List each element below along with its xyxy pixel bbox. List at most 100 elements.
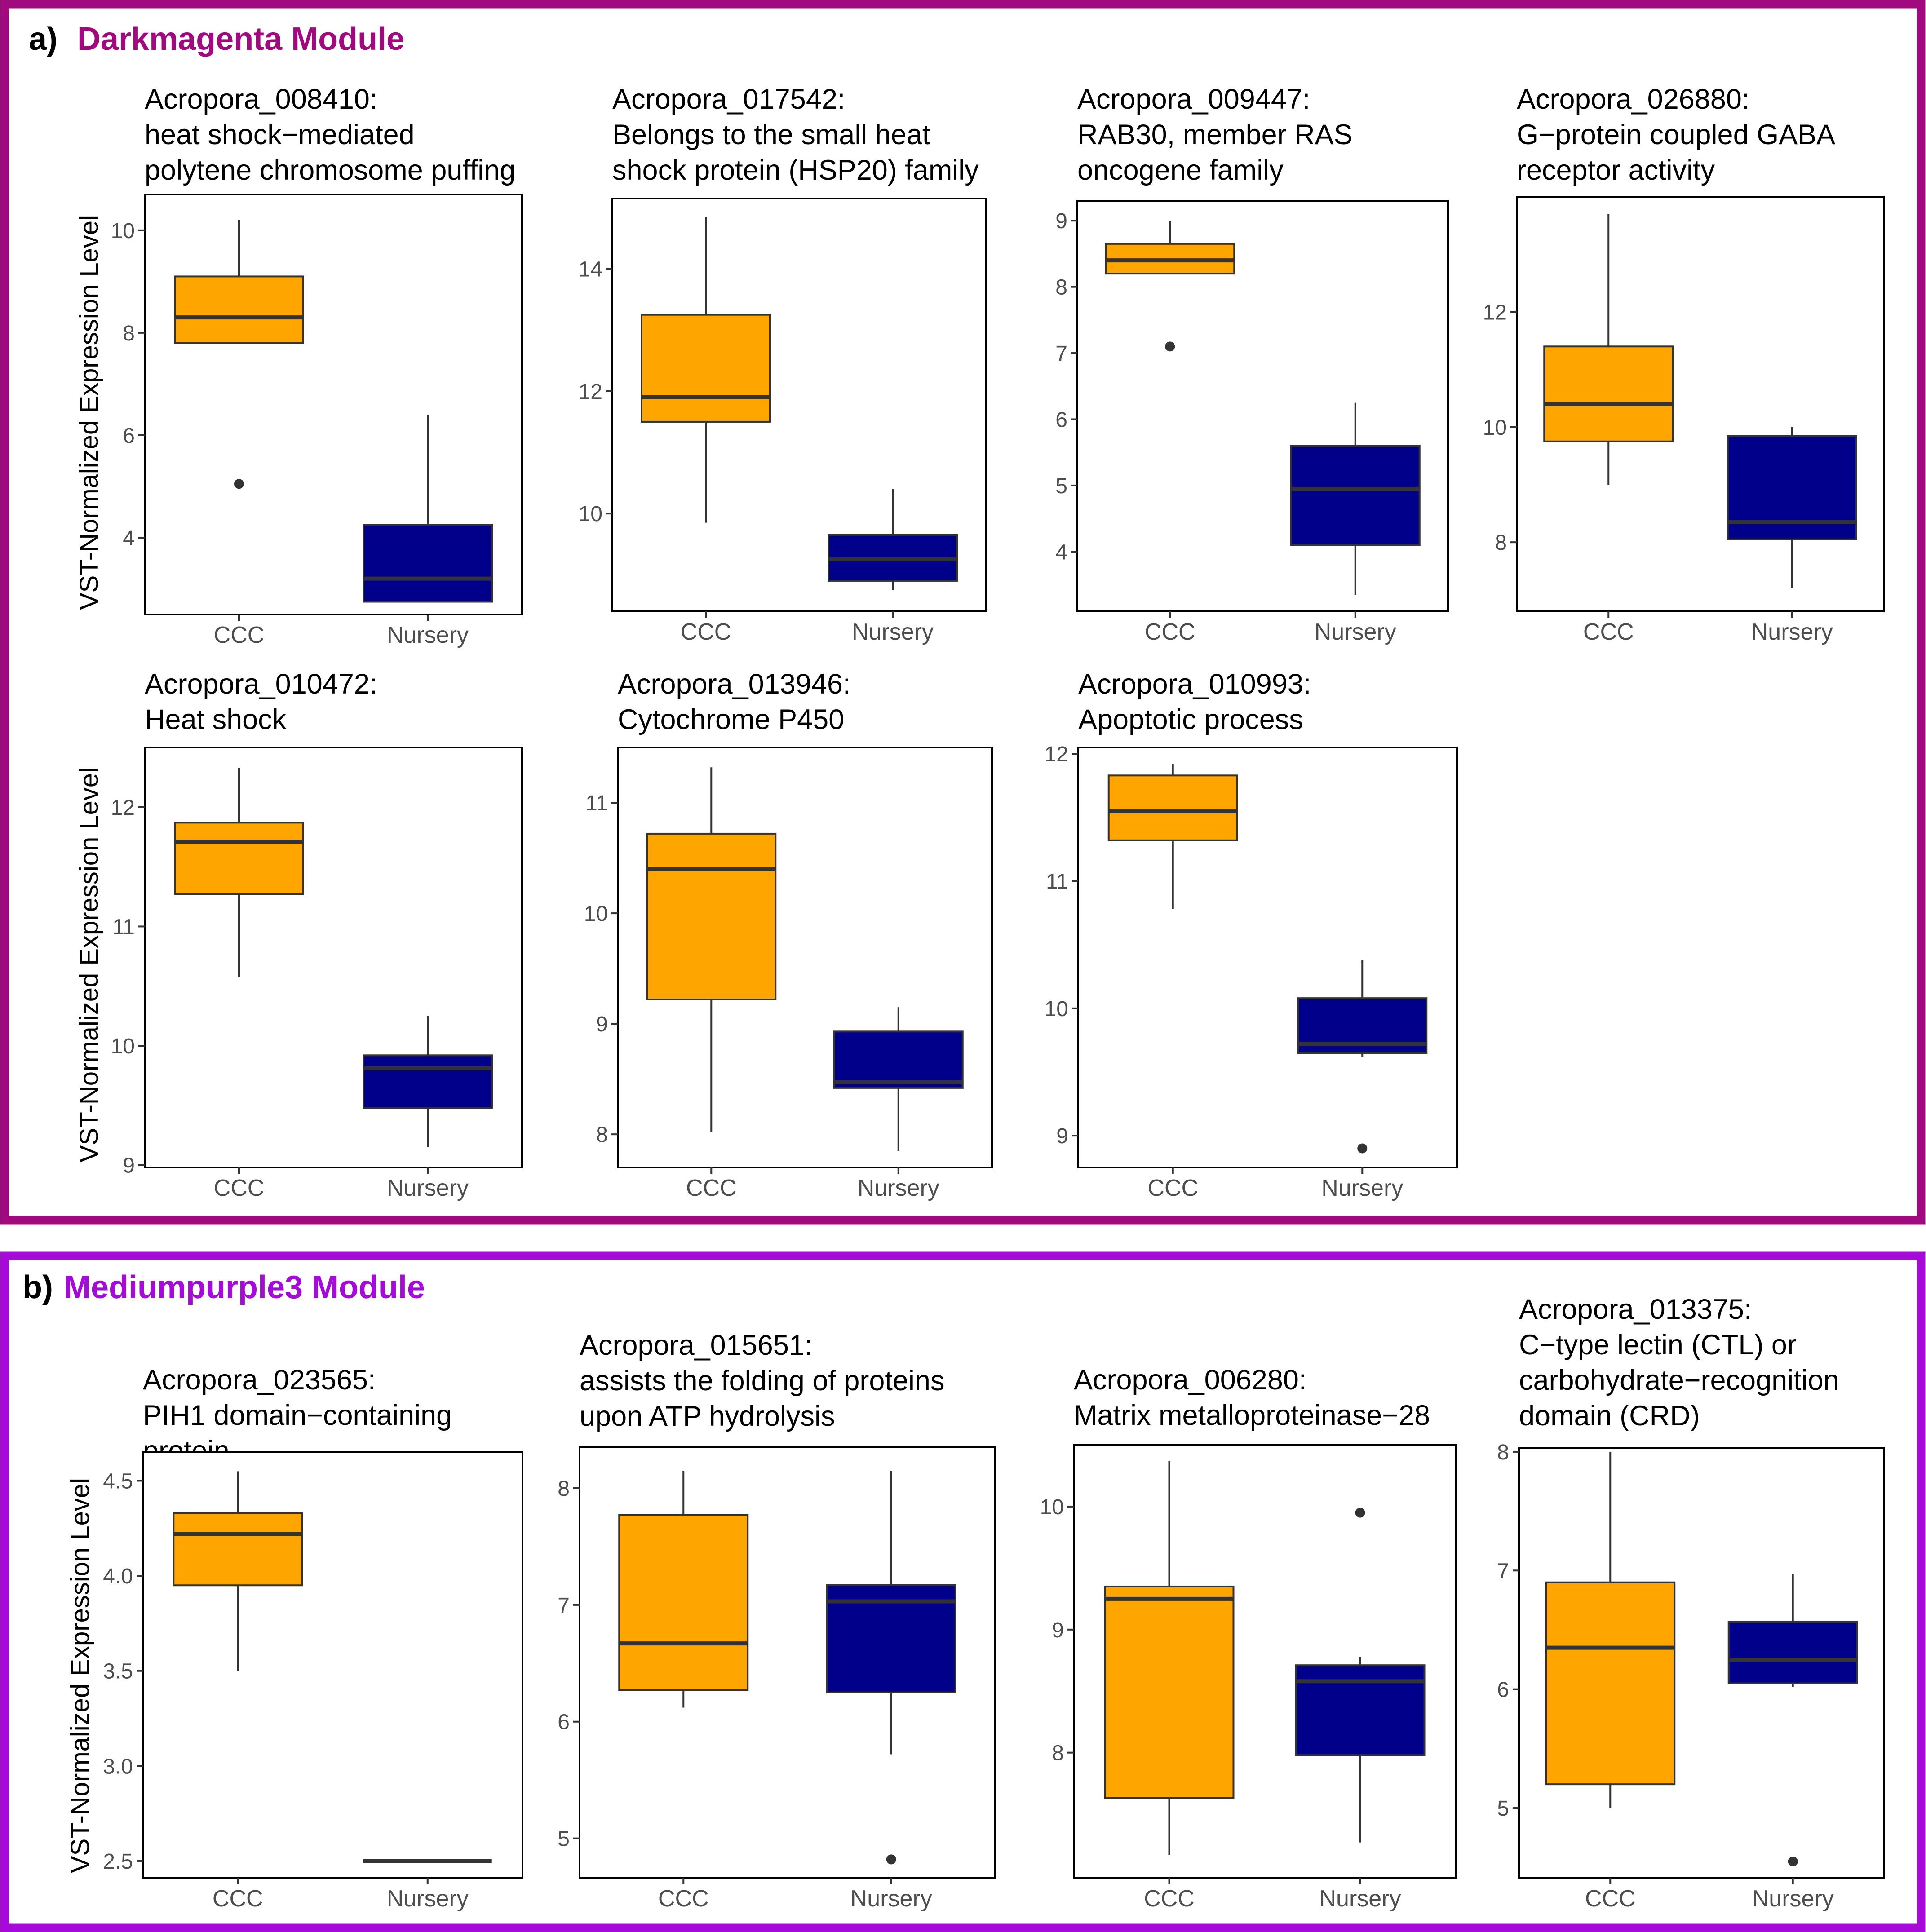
outlier-point [1357, 1143, 1368, 1154]
y-tick-label: 7 [558, 1594, 570, 1618]
x-tick-label: Nursery [387, 1175, 469, 1201]
outlier-point [1355, 1508, 1365, 1518]
plot-title-line: RAB30, member RAS [1077, 119, 1353, 150]
y-tick-label: 9 [1056, 1124, 1068, 1148]
iqr-box [174, 822, 304, 895]
plot-title-line: Acropora_009447: [1077, 84, 1310, 115]
plot-title-line: Belongs to the small heat [612, 119, 930, 150]
x-tick-label: Nursery [850, 1886, 932, 1912]
panel-b: b) Mediumpurple3 Module [0, 1251, 1926, 1932]
panel-a-label: a) [29, 21, 58, 57]
box-ccc [1107, 764, 1238, 909]
x-tick-label: CCC [1585, 1886, 1636, 1912]
box-nursery [363, 415, 493, 603]
row2-ylabel: VST-Normalized Expression Level [75, 767, 104, 1163]
y-tick-label: 9 [596, 1012, 608, 1036]
iqr-box [173, 1512, 303, 1587]
iqr-box [1290, 445, 1421, 546]
x-tick-label: CCC [1144, 1886, 1195, 1912]
y-tick-label: 8 [1497, 1441, 1509, 1464]
y-tick-label: 12 [1045, 743, 1068, 766]
y-tick-label: 8 [123, 322, 135, 345]
plot-title-line: assists the folding of proteins [580, 1365, 944, 1397]
iqr-box [641, 314, 771, 423]
iqr-box [1727, 1620, 1858, 1684]
plot-title-line: Acropora_013946: [618, 668, 850, 700]
x-tick-label: Nursery [1315, 619, 1396, 645]
x-tick-label: CCC [1147, 1175, 1198, 1201]
y-tick-label: 4.5 [103, 1469, 133, 1493]
plot-title-line: G−protein coupled GABA [1517, 119, 1835, 150]
y-tick-label: 10 [111, 219, 135, 243]
boxplot-9: Acropora_015651:assists the folding of p… [558, 1330, 996, 1912]
x-tick-label: CCC [681, 619, 731, 645]
x-tick-label: Nursery [1319, 1886, 1401, 1912]
panel-a-title: Darkmagenta Module [77, 21, 404, 57]
plot-title-line: Acropora_010472: [145, 668, 377, 700]
y-tick-label: 6 [123, 424, 135, 448]
x-tick-label: Nursery [852, 619, 934, 645]
y-tick-label: 9 [1052, 1618, 1064, 1642]
y-tick-label: 11 [112, 915, 135, 939]
y-tick-label: 2.5 [103, 1850, 133, 1874]
outlier-point [886, 1854, 896, 1865]
x-tick-label: Nursery [1752, 1886, 1834, 1912]
y-tick-label: 8 [558, 1477, 570, 1501]
y-tick-label: 14 [579, 258, 602, 282]
y-tick-label: 7 [1055, 342, 1067, 366]
plot-title-line: Acropora_013375: [1519, 1294, 1752, 1325]
box-nursery [1295, 1508, 1426, 1843]
plot-title-line: Acropora_010993: [1078, 668, 1311, 700]
plot-title-line: Acropora_026880: [1517, 84, 1749, 115]
plot-title-line: Acropora_006280: [1074, 1364, 1306, 1396]
x-tick-label: Nursery [858, 1175, 939, 1201]
plot-title-line: Matrix metalloproteinase−28 [1074, 1400, 1430, 1431]
boxplot-10: Acropora_006280: Matrix metalloproteinase… [1040, 1364, 1457, 1912]
plot-title-line: Apoptotic process [1078, 704, 1303, 735]
iqr-box [618, 1514, 749, 1691]
x-tick-label: Nursery [1751, 619, 1833, 645]
y-tick-label: 10 [1045, 997, 1068, 1021]
y-tick-label: 8 [1052, 1742, 1064, 1765]
plot-title-line: Heat shock [145, 704, 287, 735]
y-tick-label: 10 [111, 1035, 135, 1058]
y-tick-label: 6 [1055, 408, 1067, 432]
box-nursery [1297, 960, 1428, 1154]
x-tick-label: Nursery [387, 1886, 469, 1912]
boxplot-11: Acropora_013375: C−type lectin (CTL) or ca… [1497, 1294, 1885, 1912]
x-tick-label: CCC [1145, 619, 1195, 645]
iqr-box [1295, 1664, 1426, 1756]
y-tick-label: 12 [1483, 301, 1507, 324]
boxplot-3: Acropora_009447: RAB30, member RAS oncogen… [1055, 84, 1449, 645]
box-ccc [641, 217, 771, 523]
x-tick-label: CCC [1583, 619, 1634, 645]
box-ccc [173, 1471, 303, 1671]
box-ccc [646, 767, 777, 1132]
box-nursery [1290, 402, 1421, 595]
y-tick-label: 12 [579, 380, 602, 404]
panel-b-label: b) [22, 1269, 53, 1305]
box-ccc [174, 768, 304, 977]
iqr-box [1104, 1585, 1235, 1799]
plot-title-line: carbohydrate−recognition [1519, 1365, 1839, 1396]
panel-a-border [0, 0, 1926, 1225]
y-tick-label: 5 [1497, 1797, 1509, 1821]
box-nursery [363, 1016, 493, 1147]
plot-title-line: Acropora_017542: [612, 84, 845, 115]
outlier-point [234, 479, 244, 489]
x-tick-label: CCC [214, 622, 265, 648]
boxplot-1: Acropora_008410:heat shock−mediated polyt… [111, 84, 523, 648]
y-tick-label: 4.0 [103, 1565, 133, 1588]
plot-title-line: Acropora_015651: [580, 1330, 812, 1361]
y-tick-label: 9 [1055, 209, 1067, 233]
x-tick-label: CCC [658, 1886, 709, 1912]
plot-title-line: Acropora_023565: [143, 1364, 376, 1396]
x-tick-label: CCC [213, 1886, 263, 1912]
plot-title-line: oncogene family [1077, 155, 1284, 186]
x-tick-label: CCC [686, 1175, 737, 1201]
y-tick-label: 10 [1483, 416, 1507, 440]
plot-title-line: domain (CRD) [1519, 1400, 1700, 1432]
y-tick-label: 11 [1046, 870, 1068, 894]
y-tick-label: 3.5 [103, 1660, 133, 1684]
boxplot-8: Acropora_023565:PIH1 domain−containingpr… [103, 1364, 523, 1912]
